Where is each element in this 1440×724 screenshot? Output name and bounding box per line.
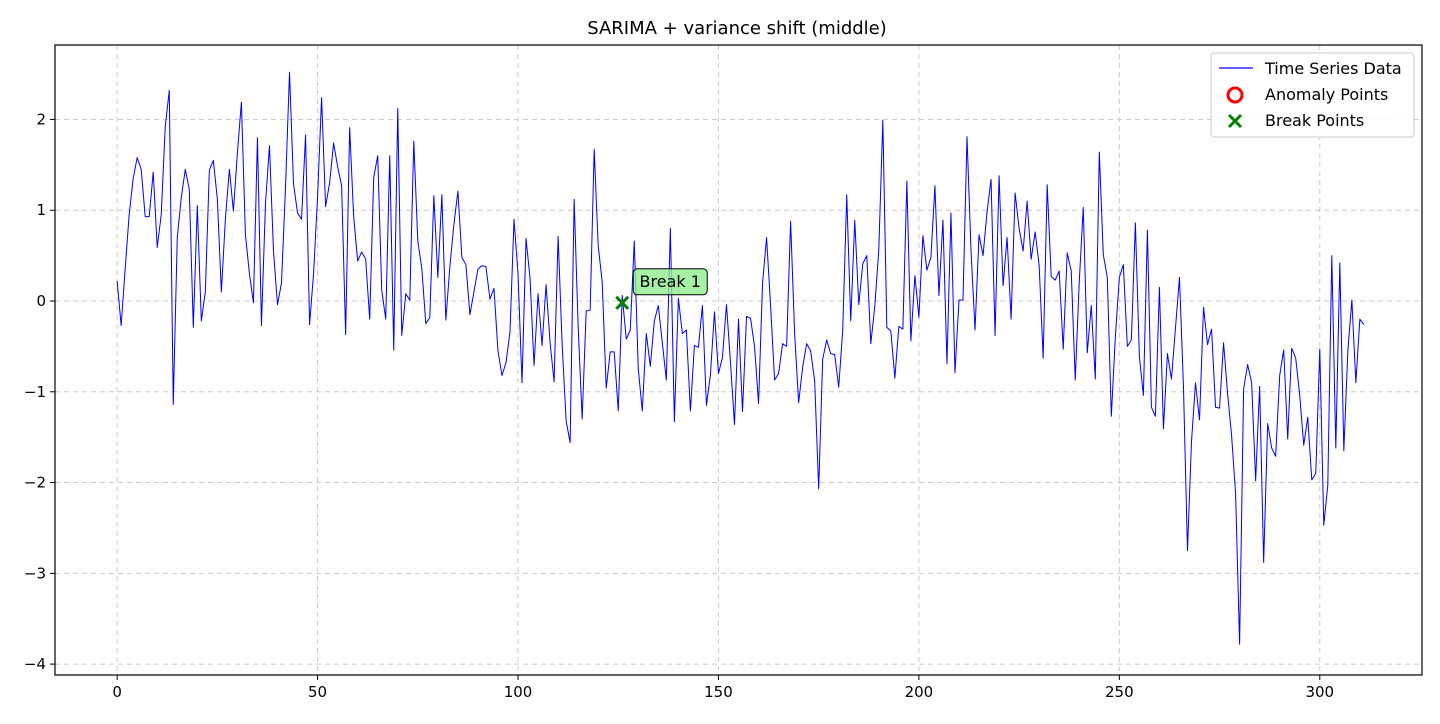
legend-x-swatch — [1227, 113, 1243, 129]
break-annotation-box — [632, 268, 708, 296]
y-tick-label: −2 — [24, 474, 46, 492]
y-tick-label: −4 — [24, 655, 46, 673]
x-tick-label: 150 — [704, 683, 733, 701]
x-tick-label: 200 — [905, 683, 934, 701]
series-line-time-series-data — [116, 71, 1365, 645]
y-tick-label: −1 — [24, 383, 46, 401]
series-layer — [116, 71, 1365, 645]
chart-title: SARIMA + variance shift (middle) — [587, 18, 887, 39]
break-point-marker — [615, 295, 630, 310]
y-tick-label: 2 — [36, 110, 46, 128]
break-annotation-label: Break 1 — [640, 272, 701, 291]
x-tick-label: 250 — [1105, 683, 1134, 701]
x-tick-label: 100 — [504, 683, 533, 701]
markers-layer: Break 1 — [615, 268, 708, 310]
y-tick-label: 1 — [36, 201, 46, 219]
x-tick-label: 0 — [112, 683, 122, 701]
x-tick-label: 300 — [1305, 683, 1334, 701]
legend-label-time-series: Time Series Data — [1264, 59, 1402, 78]
y-tick-label: −3 — [24, 564, 46, 582]
legend: Time Series Data Anomaly Points Break Po… — [1210, 52, 1415, 138]
axes-layer: 0 50 100 150 200 250 300 −4 −3 −2 −1 0 1 2 — [24, 110, 1334, 701]
grid-layer — [55, 45, 1422, 675]
legend-frame — [1210, 52, 1415, 138]
legend-label-anomaly-points: Anomaly Points — [1265, 85, 1388, 104]
y-tick-label: 0 — [36, 292, 46, 310]
x-tick-label: 50 — [308, 683, 327, 701]
plot-area-frame — [54, 44, 1423, 676]
legend-label-break-points: Break Points — [1265, 111, 1364, 130]
legend-circle-swatch — [1226, 86, 1244, 104]
